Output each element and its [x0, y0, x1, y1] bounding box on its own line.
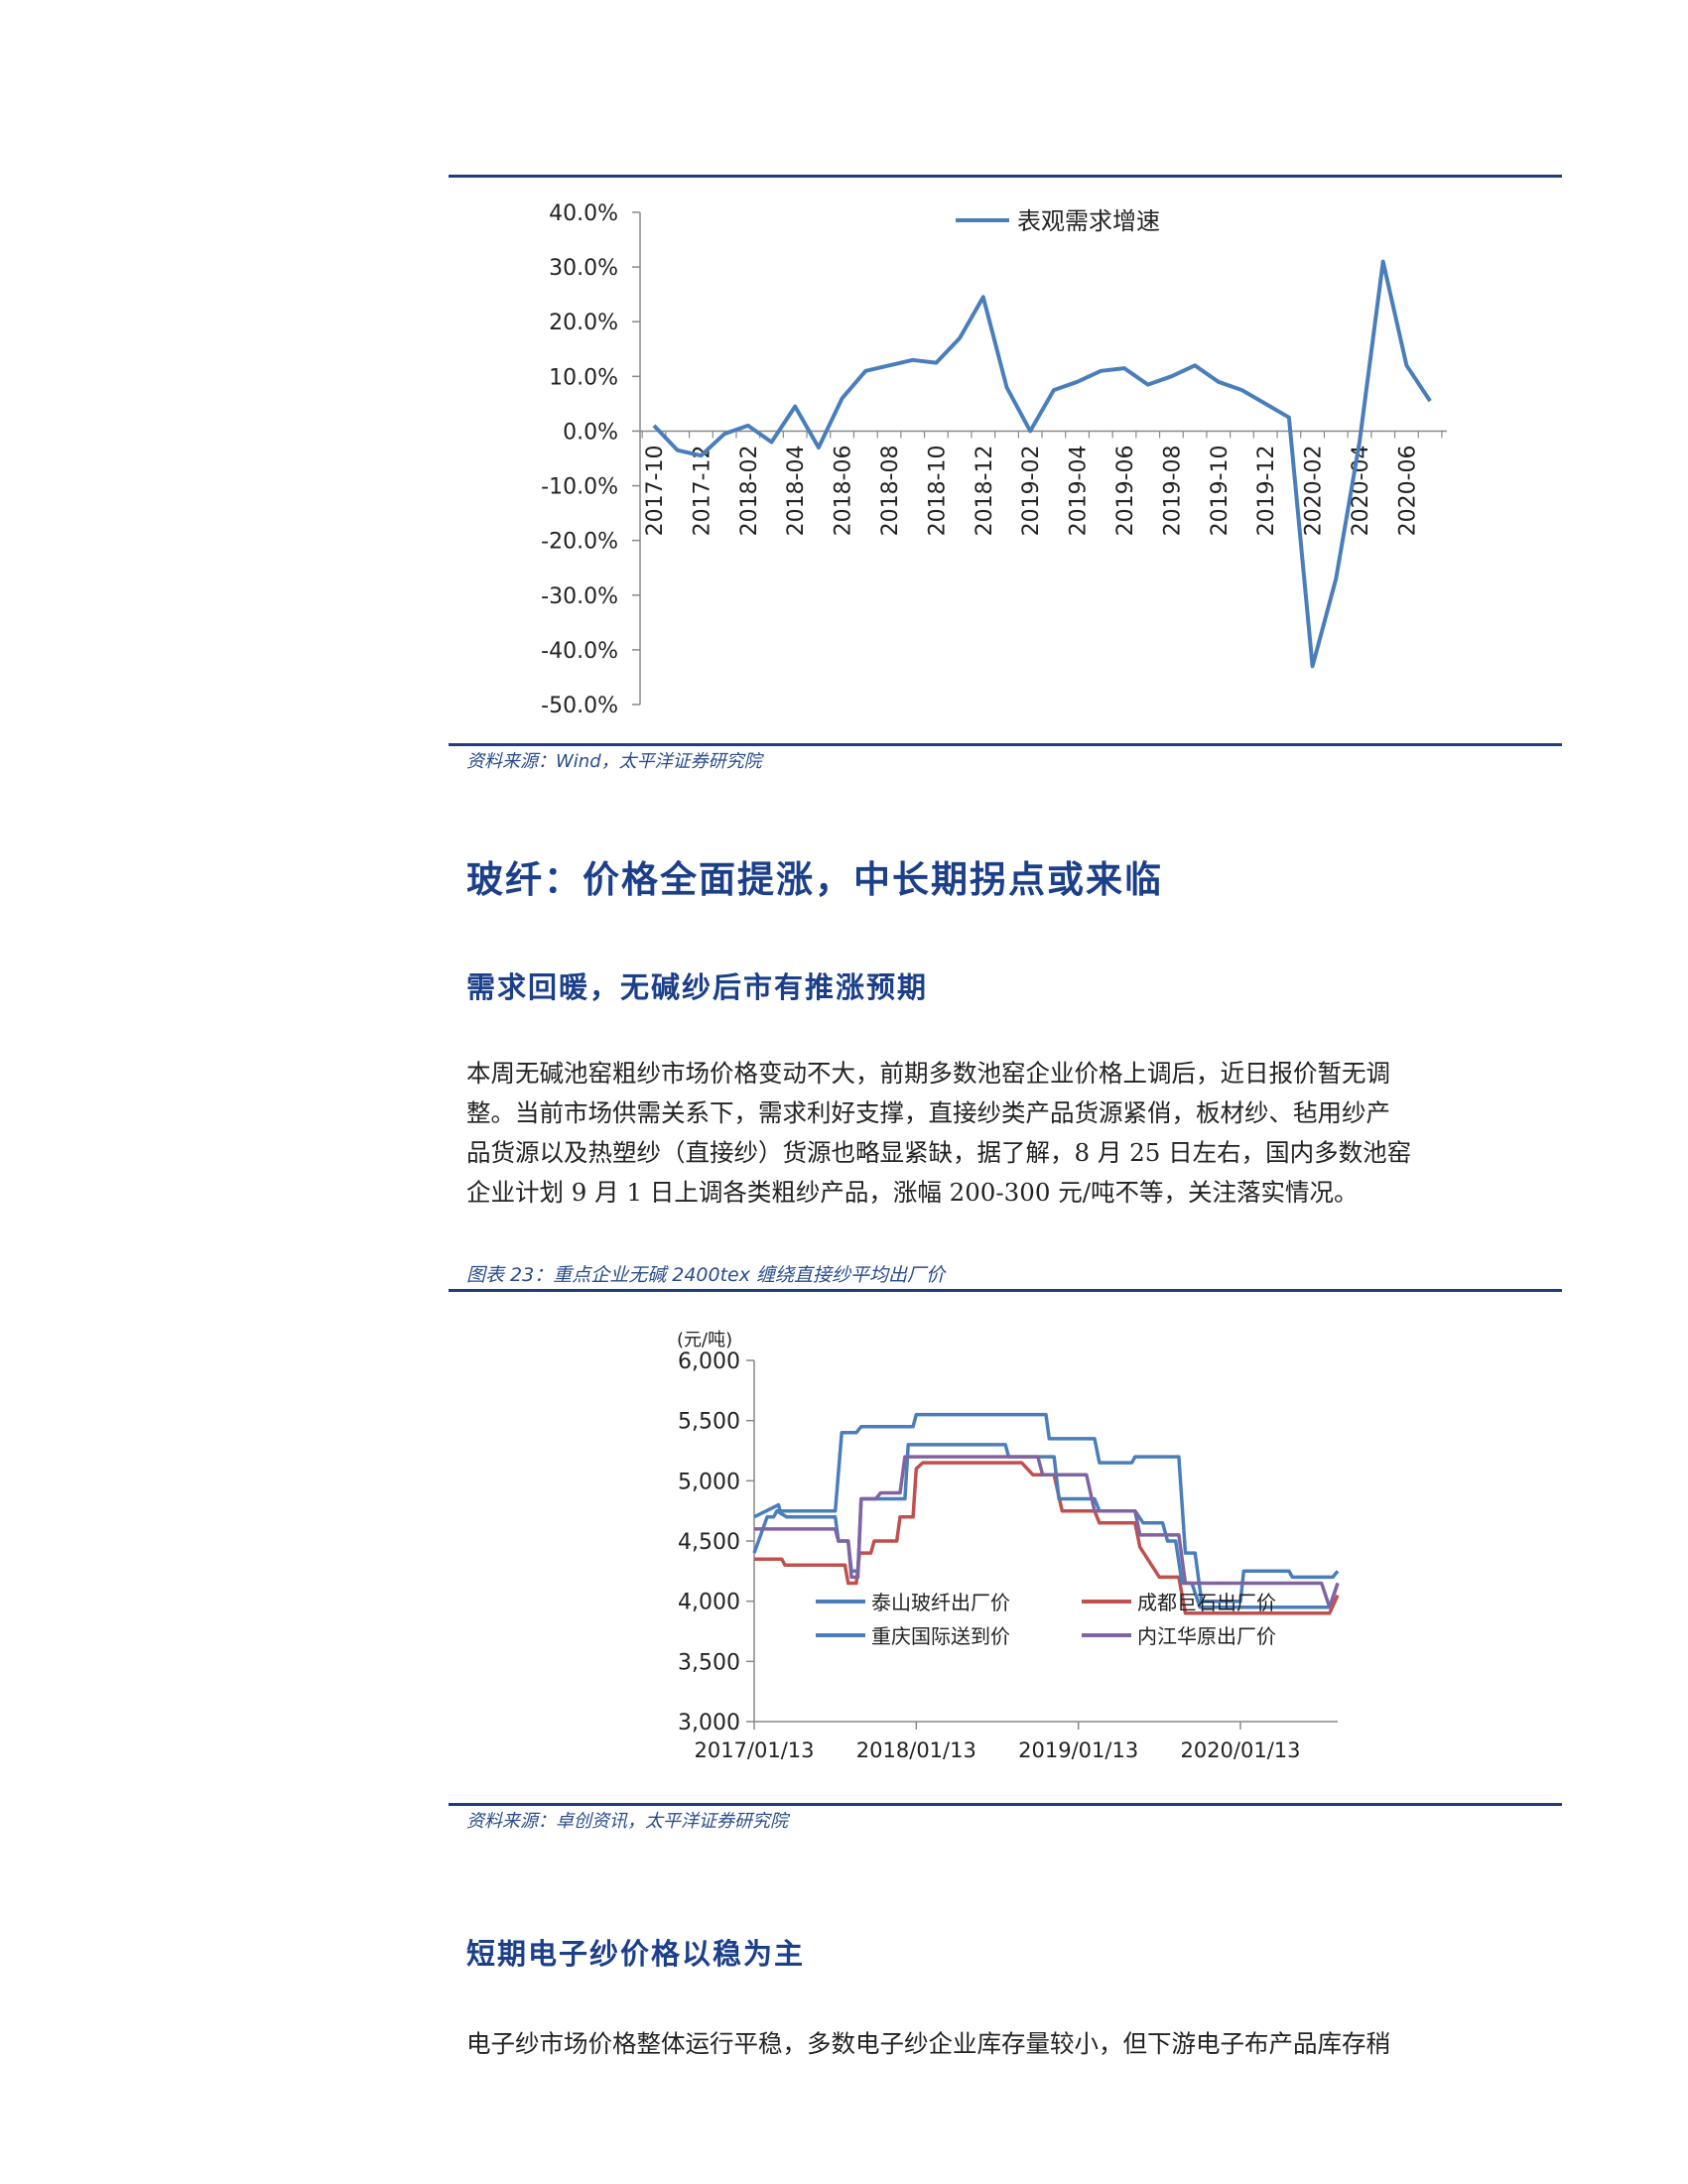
x-tick-label: 2020/01/13: [1180, 1738, 1300, 1762]
figure1-top-rule: [449, 175, 1562, 178]
y-tick-label: 3,500: [678, 1650, 740, 1675]
subsection-title-electronic-yarn: 短期电子纱价格以稳为主: [466, 1937, 806, 1971]
figure1-source: 资料来源：Wind，太平洋证券研究院: [466, 751, 762, 772]
demand-growth-chart: 40.0% 30.0% 20.0% 10.0% 0.0% -10.0% -20.0% -30.…: [541, 201, 1447, 718]
x-tick-label: 2017/01/13: [694, 1738, 814, 1762]
x-tick-label: 2019/01/13: [1018, 1738, 1138, 1762]
x-tick-label: 2018/01/13: [856, 1738, 976, 1762]
paragraph-electronic-yarn: 电子纱市场价格整体运行平稳，多数电子纱企业库存量较小，但下游电子布产品库存稍: [466, 2029, 1390, 2058]
y-tick-label: -50.0%: [541, 694, 618, 718]
paragraph-line: 整。当前市场供需关系下，需求利好支撑，直接纱类产品货源紧俏，板材纱、毡用纱产: [466, 1098, 1390, 1127]
section-title: 玻纤：价格全面提涨，中长期拐点或来临: [466, 857, 1163, 901]
figure2-top-rule: [449, 1289, 1562, 1292]
y-tick-label: -20.0%: [541, 530, 618, 555]
y-tick-label: 0.0%: [563, 420, 618, 445]
x-tick-label: 2018-06: [832, 445, 856, 536]
legend-label: 成都巨石出厂价: [1137, 1591, 1276, 1614]
paragraph-line: 品货源以及热塑纱（直接纱）货源也略显紧缺，据了解，8 月 25 日左右，国内多数…: [466, 1138, 1412, 1167]
y-tick-label: 30.0%: [549, 256, 618, 281]
paragraph-line: 本周无碱池窑粗纱市场价格变动不大，前期多数池窑企业价格上调后，近日报价暂无调: [466, 1059, 1390, 1088]
y-tick-label: -30.0%: [541, 584, 618, 609]
x-tick-label: 2017-12: [690, 445, 714, 536]
y-tick-label: 3,000: [678, 1711, 740, 1735]
legend-label: 泰山玻纤出厂价: [871, 1591, 1010, 1614]
x-tick-label: 2017-10: [643, 445, 668, 536]
x-tick-label: 2019-06: [1113, 445, 1138, 536]
figure2-bottom-rule: [449, 1803, 1562, 1806]
series-line: [754, 1461, 1340, 1615]
y-tick-label: 20.0%: [549, 311, 618, 335]
legend-label: 表观需求增速: [1017, 207, 1160, 235]
paragraph-line: 企业计划 9 月 1 日上调各类粗纱产品，涨幅 200-300 元/吨不等，关注…: [466, 1178, 1359, 1207]
y-tick-label: 4,500: [678, 1530, 740, 1555]
legend-label: 重庆国际送到价: [871, 1624, 1010, 1648]
x-tick-label: 2018-10: [925, 445, 950, 536]
series-line: [754, 1455, 1340, 1609]
x-tick-label: 2019-02: [1019, 445, 1044, 536]
x-tick-label: 2018-08: [878, 445, 903, 536]
y-axis-unit: (元/吨): [677, 1330, 732, 1350]
y-tick-label: 40.0%: [549, 201, 618, 226]
x-tick-label: 2019-04: [1067, 445, 1092, 536]
series-line: [753, 1412, 1340, 1604]
x-tick-label: 2019-10: [1208, 445, 1233, 536]
x-tick-label: 2018-12: [973, 445, 997, 536]
y-tick-label: 5,500: [678, 1410, 740, 1435]
subsection-title-demand: 需求回暖，无碱纱后市有推涨预期: [466, 970, 929, 1004]
glass-fiber-price-chart: (元/吨)6,000 5,500 5,000 4,500 4,000 3,500 3,000…: [677, 1330, 1340, 1762]
y-tick-label: 10.0%: [549, 365, 618, 390]
x-tick-label: 2019-08: [1160, 445, 1185, 536]
series-line: [652, 259, 1432, 669]
y-tick-label: -10.0%: [541, 475, 618, 500]
x-tick-label: 2018-04: [784, 445, 809, 536]
legend-label: 内江华原出厂价: [1137, 1624, 1276, 1648]
figure1-bottom-rule: [449, 743, 1562, 746]
y-tick-label: 6,000: [678, 1349, 740, 1374]
x-tick-label: 2020-02: [1302, 445, 1327, 536]
x-tick-label: 2020-06: [1395, 445, 1420, 536]
y-tick-label: 4,000: [678, 1591, 740, 1615]
x-tick-label: 2018-02: [737, 445, 762, 536]
figure2-source: 资料来源：卓创资讯，太平洋证券研究院: [466, 1811, 788, 1832]
y-tick-label: -40.0%: [541, 639, 618, 664]
y-tick-label: 5,000: [678, 1470, 740, 1494]
figure2-caption: 图表 23：重点企业无碱 2400tex 缠绕直接纱平均出厂价: [466, 1264, 946, 1286]
x-tick-label: 2019-12: [1254, 445, 1279, 536]
paragraph-demand: 本周无碱池窑粗纱市场价格变动不大，前期多数池窑企业价格上调后，近日报价暂无调 整…: [466, 1054, 1558, 1213]
